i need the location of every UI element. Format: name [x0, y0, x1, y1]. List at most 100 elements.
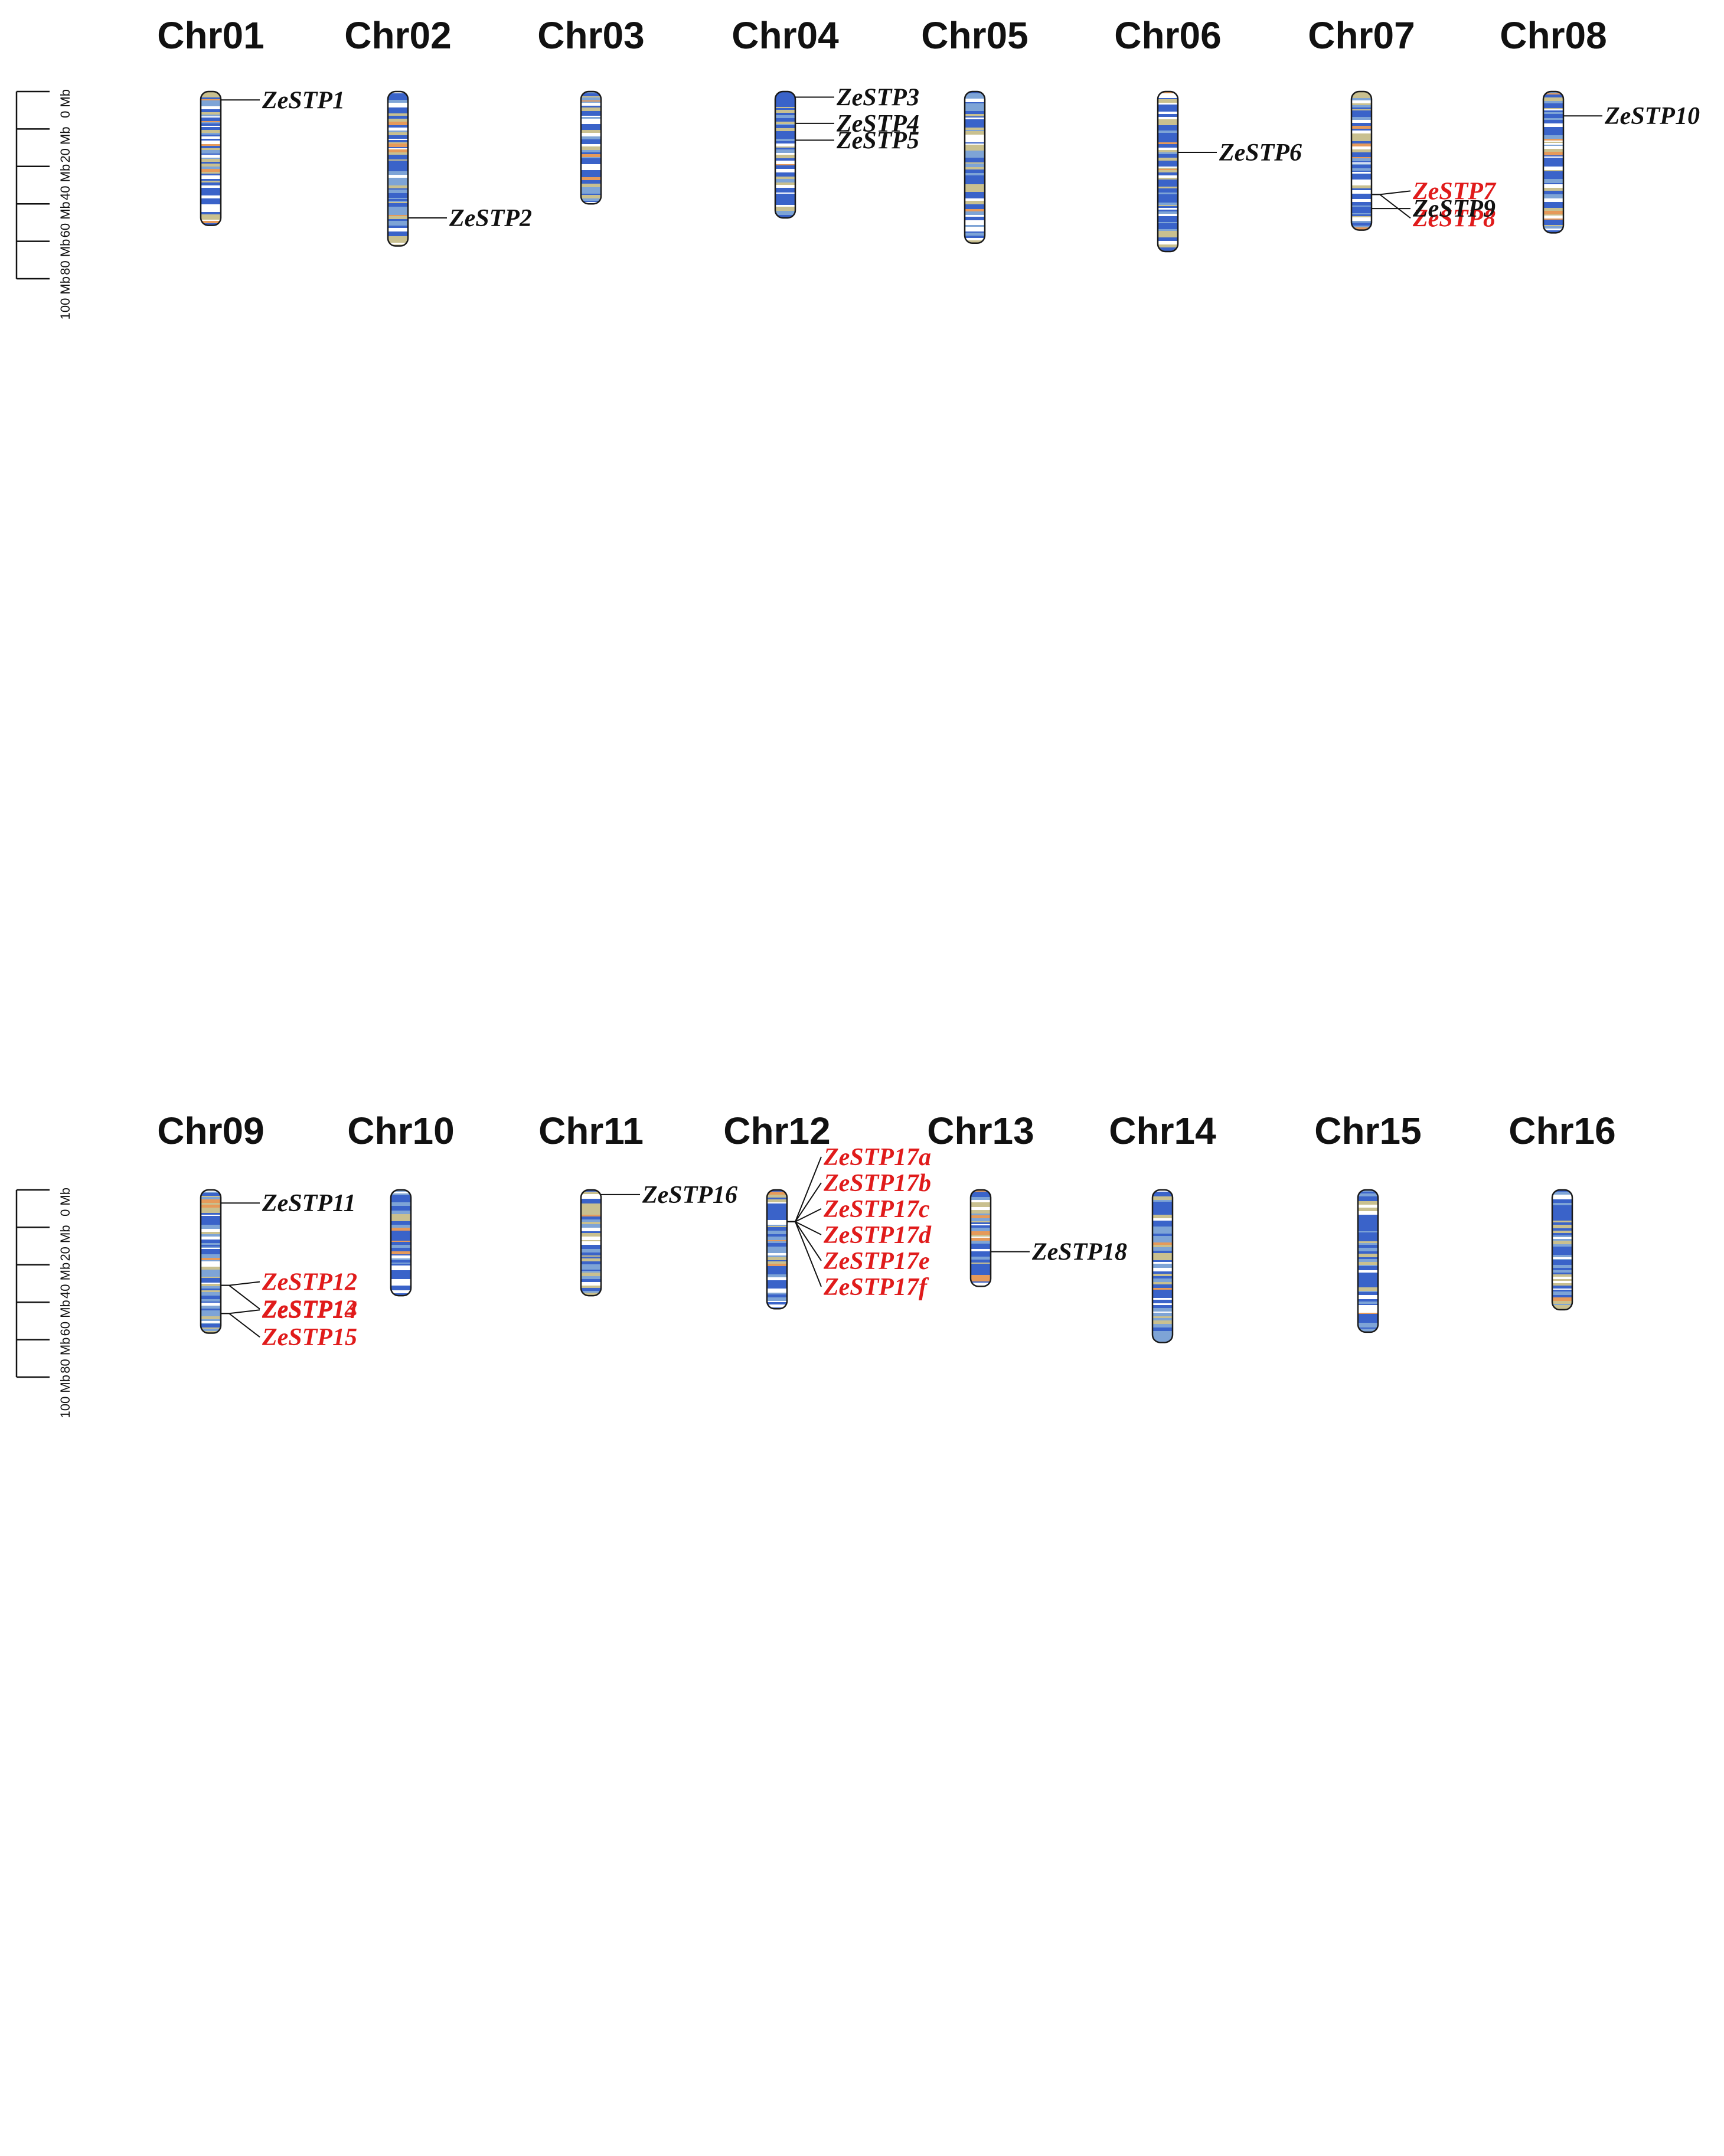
- density-band: [767, 1264, 787, 1266]
- density-band: [581, 170, 601, 172]
- density-band: [767, 1225, 787, 1226]
- density-band: [965, 121, 985, 123]
- gene-label-zestp4: ZeSTP4: [836, 110, 919, 138]
- density-band: [201, 1240, 221, 1243]
- chromosome-title: Chr02: [344, 14, 451, 57]
- density-band: [965, 119, 985, 121]
- density-band: [201, 1218, 221, 1219]
- density-band: [1358, 1227, 1378, 1229]
- chromosome-title: Chr08: [1500, 14, 1607, 57]
- chromosome-outline: [1542, 90, 1565, 234]
- density-band: [965, 151, 985, 154]
- density-band: [201, 133, 221, 135]
- density-band: [388, 219, 408, 221]
- density-band: [1152, 1271, 1173, 1274]
- density-band: [1358, 1238, 1378, 1241]
- density-band: [775, 102, 795, 103]
- density-band: [1351, 166, 1372, 168]
- density-band: [1543, 211, 1563, 214]
- density-band: [201, 106, 221, 109]
- density-band: [201, 148, 221, 150]
- density-band: [965, 114, 985, 116]
- density-band: [1158, 222, 1178, 223]
- chromosome-outline: [774, 90, 796, 219]
- density-band: [581, 1282, 601, 1286]
- density-band: [1152, 1307, 1173, 1308]
- density-band: [767, 1255, 787, 1257]
- scale-tick-label: 60 Mb: [58, 1300, 73, 1336]
- density-band: [1351, 152, 1372, 154]
- density-band: [201, 1284, 221, 1286]
- density-band: [971, 1221, 991, 1222]
- density-band: [581, 1206, 601, 1210]
- density-band: [1158, 161, 1178, 163]
- density-band: [201, 1267, 221, 1270]
- density-band: [1552, 1265, 1572, 1268]
- gene-connector-line: [221, 1313, 260, 1338]
- density-band: [1158, 223, 1178, 226]
- density-band: [581, 1267, 601, 1270]
- density-band: [775, 118, 795, 122]
- density-band: [1351, 227, 1372, 230]
- density-band: [965, 126, 985, 128]
- density-band: [971, 1212, 991, 1214]
- density-band: [388, 110, 408, 113]
- density-band: [201, 1251, 221, 1254]
- density-band: [1351, 204, 1372, 206]
- density-band: [201, 198, 221, 201]
- density-band: [1158, 229, 1178, 231]
- density-band: [581, 1203, 601, 1206]
- density-band: [1351, 164, 1372, 165]
- density-band: [775, 136, 795, 139]
- density-band: [1158, 112, 1178, 114]
- density-band: [388, 233, 408, 236]
- density-band: [1552, 1270, 1572, 1273]
- density-band: [581, 97, 601, 100]
- density-band: [201, 1229, 221, 1232]
- density-band: [581, 1222, 601, 1224]
- density-band: [1152, 1313, 1173, 1316]
- density-band: [1158, 170, 1178, 172]
- density-band: [581, 1202, 601, 1203]
- density-band: [971, 1218, 991, 1221]
- density-band: [391, 1267, 411, 1270]
- density-band: [388, 215, 408, 216]
- density-band: [965, 222, 985, 225]
- density-band: [1152, 1327, 1173, 1331]
- gene-label-zestp12: ZeSTP12: [262, 1269, 357, 1296]
- density-band: [388, 158, 408, 159]
- density-band: [1158, 163, 1178, 167]
- density-band: [1351, 117, 1372, 120]
- density-band: [1358, 1266, 1378, 1269]
- density-band: [201, 1289, 221, 1290]
- density-band: [388, 97, 408, 100]
- density-band: [581, 1231, 601, 1233]
- gene-label-zestp17f: ZeSTP17f: [823, 1274, 929, 1301]
- density-band: [775, 161, 795, 164]
- density-band: [1358, 1302, 1378, 1304]
- density-band: [1543, 114, 1563, 116]
- density-band: [1351, 226, 1372, 227]
- density-band: [581, 164, 601, 168]
- density-band: [1543, 135, 1563, 139]
- density-band: [1158, 131, 1178, 133]
- density-band: [965, 187, 985, 191]
- density-band: [581, 1190, 601, 1192]
- density-band: [1152, 1190, 1173, 1192]
- density-band: [1552, 1215, 1572, 1218]
- density-band: [767, 1304, 787, 1307]
- density-band: [965, 238, 985, 240]
- density-band: [581, 133, 601, 136]
- density-band: [965, 131, 985, 135]
- density-band: [1543, 197, 1563, 198]
- density-band: [1158, 133, 1178, 135]
- density-band: [1158, 152, 1178, 154]
- density-band: [965, 225, 985, 227]
- density-band: [1543, 97, 1563, 101]
- density-band: [965, 217, 985, 218]
- density-band: [1351, 92, 1372, 93]
- density-band: [1152, 1278, 1173, 1281]
- density-band: [581, 191, 601, 194]
- density-band: [965, 240, 985, 243]
- density-band: [1358, 1198, 1378, 1199]
